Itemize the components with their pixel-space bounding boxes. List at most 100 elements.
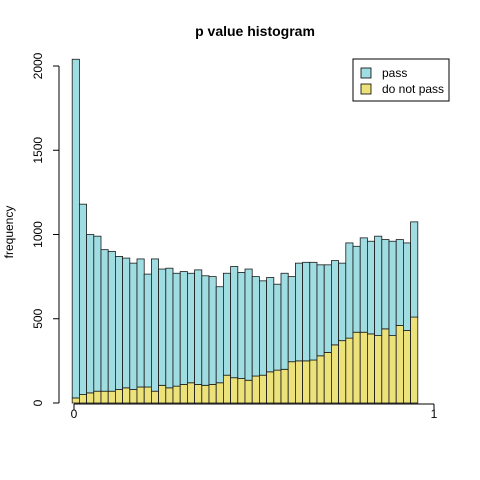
x-tick-label: 0 [71,407,78,421]
bar-pass [410,221,419,318]
bar-pass [158,268,167,386]
bar-pass [273,283,282,371]
bar-do-not-pass [402,330,411,404]
bar-pass [237,272,246,379]
y-tick-label: 2000 [31,52,45,79]
bar-pass [230,266,239,379]
bar-pass [330,260,339,346]
bar-do-not-pass [71,397,80,404]
bar-pass [388,240,397,337]
chart-title: p value histogram [195,23,315,39]
legend-swatch-do-not-pass [360,83,372,95]
bar-pass [244,268,253,381]
bar-do-not-pass [93,390,102,404]
bar-pass [172,272,181,387]
bar-do-not-pass [352,331,361,404]
bar-do-not-pass [194,384,203,404]
bar-pass [266,277,275,373]
bar-do-not-pass [79,394,88,404]
bar-do-not-pass [309,359,318,404]
bar-pass [122,257,131,389]
bar-do-not-pass [150,390,159,404]
bar-pass [71,58,80,399]
bar-do-not-pass [165,387,174,404]
bar-pass [316,264,325,357]
legend: pass do not pass [352,58,450,102]
bar-pass [402,242,411,331]
bar-do-not-pass [359,331,368,404]
bar-pass [179,271,188,385]
bar-do-not-pass [244,379,253,404]
bar-do-not-pass [366,333,375,404]
bar-pass [280,272,289,370]
legend-label-pass: pass [382,66,407,80]
bar-pass [136,258,145,388]
bar-pass [93,235,102,392]
bar-pass [222,272,231,376]
bar-pass [129,262,138,390]
bar-do-not-pass [395,325,404,404]
bar-pass [115,256,124,390]
bar-pass [302,261,311,362]
bar-do-not-pass [179,384,188,404]
bar-do-not-pass [273,369,282,404]
bar-do-not-pass [374,335,383,404]
axes-layer: 0 1 0 500 1000 1500 2000 [31,52,438,421]
bar-do-not-pass [302,360,311,404]
bar-pass [100,249,109,392]
bar-do-not-pass [388,335,397,404]
bar-pass [258,280,267,376]
y-tick-label: 1000 [31,221,45,248]
bar-do-not-pass [280,368,289,404]
bar-do-not-pass [158,384,167,404]
bar-pass [395,239,404,326]
bar-pass [86,234,95,394]
y-axis-title: frequency [2,206,16,259]
bar-do-not-pass [345,337,354,404]
bar-pass [323,264,332,353]
bar-do-not-pass [215,382,224,404]
bar-pass [338,262,347,342]
bar-do-not-pass [381,328,390,404]
bar-do-not-pass [129,389,138,404]
bar-pass [309,261,318,361]
bar-pass [287,276,296,363]
bar-pass [366,240,375,335]
bar-pass [165,267,174,389]
bar-do-not-pass [287,361,296,404]
bar-do-not-pass [172,385,181,404]
bar-do-not-pass [115,389,124,404]
bar-pass [143,273,152,388]
bar-do-not-pass [316,355,325,404]
bar-pass [381,239,390,330]
bar-do-not-pass [208,384,217,404]
bar-do-not-pass [294,360,303,404]
legend-label-do-not-pass: do not pass [382,82,444,96]
y-tick-label: 1500 [31,137,45,164]
y-tick-label: 500 [31,308,45,328]
bar-pass [201,275,210,386]
bar-pass [79,203,88,395]
bar-pass [208,276,217,385]
bar-do-not-pass [338,340,347,404]
bars-layer [71,58,419,404]
bar-pass [359,237,368,333]
bar-do-not-pass [230,377,239,404]
bar-do-not-pass [323,352,332,404]
legend-swatch-pass [360,67,372,79]
y-tick-label: 0 [31,399,45,406]
bar-pass [345,242,354,339]
bar-do-not-pass [222,374,231,404]
bar-pass [251,276,260,377]
bar-pass [107,250,116,392]
bar-do-not-pass [266,371,275,404]
bar-pass [194,269,203,385]
bar-pass [352,245,361,333]
bar-pass [150,258,159,392]
bar-pass [215,286,224,384]
bar-do-not-pass [251,375,260,404]
bar-do-not-pass [122,387,131,404]
bar-pass [186,272,195,384]
bar-do-not-pass [330,344,339,404]
